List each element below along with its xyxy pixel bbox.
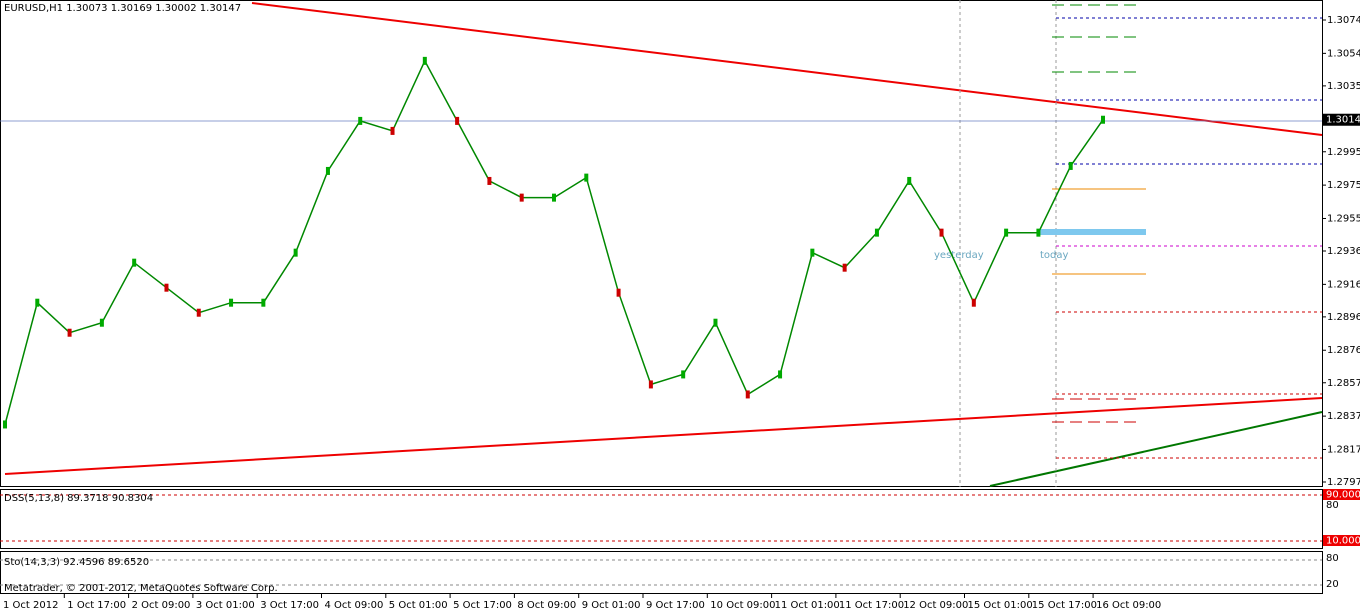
value-box xyxy=(1323,489,1360,500)
price-label: 1.28965 xyxy=(1327,312,1360,323)
zone xyxy=(1040,229,1146,235)
time-label: 1 Oct 2012 xyxy=(3,600,58,611)
time-label: 8 Oct 09:00 xyxy=(517,600,576,611)
dss-pane xyxy=(0,489,1323,549)
candle xyxy=(3,420,7,429)
symbol-info: EURUSD,H1 1.30073 1.30169 1.30002 1.3014… xyxy=(4,3,241,14)
candle xyxy=(874,228,879,237)
candle xyxy=(616,288,621,297)
candle xyxy=(842,263,847,272)
candle xyxy=(67,328,72,337)
price-label: 1.28765 xyxy=(1327,345,1360,356)
time-label: 9 Oct 01:00 xyxy=(582,600,641,611)
time-label: 5 Oct 17:00 xyxy=(453,600,512,611)
trend-line xyxy=(251,2,1323,136)
annotation: today xyxy=(1040,250,1069,261)
main-pane xyxy=(0,0,1323,487)
candle xyxy=(35,298,40,307)
candle xyxy=(422,56,427,65)
current-price: 1.30147 xyxy=(1326,115,1360,126)
candle xyxy=(713,318,718,327)
value-box xyxy=(1323,535,1360,546)
time-label: 9 Oct 17:00 xyxy=(646,600,705,611)
price-label: 1.30350 xyxy=(1327,81,1360,92)
candle xyxy=(907,176,912,185)
time-label: 11 Oct 17:00 xyxy=(839,600,904,611)
candle xyxy=(939,228,944,237)
candle xyxy=(971,298,976,307)
price-label: 1.29955 xyxy=(1327,147,1360,158)
axis-label: 20 xyxy=(1326,579,1339,590)
price-label: 1.29755 xyxy=(1327,180,1360,191)
sto-pane xyxy=(0,551,1323,594)
time-label: 16 Oct 09:00 xyxy=(1096,600,1161,611)
candle xyxy=(552,193,556,202)
time-label: 12 Oct 09:00 xyxy=(903,600,968,611)
time-label: 5 Oct 01:00 xyxy=(389,600,448,611)
candle xyxy=(132,258,137,267)
candle xyxy=(164,283,169,292)
candle xyxy=(358,116,363,125)
candle xyxy=(293,248,298,257)
time-label: 15 Oct 01:00 xyxy=(968,600,1033,611)
candle xyxy=(261,298,266,307)
candle xyxy=(1036,228,1041,237)
price-label: 1.30545 xyxy=(1327,48,1360,59)
price-line xyxy=(4,59,1104,425)
price-box xyxy=(1323,113,1360,126)
candle xyxy=(810,248,815,257)
candle xyxy=(1004,228,1009,237)
candle xyxy=(519,193,524,202)
trend-line xyxy=(989,411,1323,487)
price-label: 1.28370 xyxy=(1327,411,1360,422)
candle xyxy=(196,308,201,317)
time-label: 11 Oct 01:00 xyxy=(775,600,840,611)
time-label: 10 Oct 09:00 xyxy=(710,600,775,611)
annotation: yesterday xyxy=(934,250,984,261)
time-label: 1 Oct 17:00 xyxy=(67,600,126,611)
time-label: 4 Oct 09:00 xyxy=(325,600,384,611)
axis-label: 80 xyxy=(1326,500,1339,511)
candle xyxy=(1101,115,1105,124)
time-label: 2 Oct 09:00 xyxy=(132,600,191,611)
candle xyxy=(745,390,750,399)
candle xyxy=(390,126,395,135)
indicator-label: Sto(14,3,3) 92.4596 89.6520 xyxy=(4,557,149,568)
price-label: 1.27975 xyxy=(1327,477,1360,488)
candle xyxy=(584,173,589,182)
time-label: 3 Oct 17:00 xyxy=(260,600,319,611)
candle xyxy=(325,166,330,175)
price-label: 1.29555 xyxy=(1327,213,1360,224)
time-label: 15 Oct 17:00 xyxy=(1032,600,1097,611)
price-label: 1.29160 xyxy=(1327,279,1360,290)
price-label: 1.28170 xyxy=(1327,444,1360,455)
candle xyxy=(681,370,686,379)
candle xyxy=(1068,161,1073,170)
candle xyxy=(229,298,234,307)
axis-label: 10.0000 xyxy=(1326,536,1360,547)
candle xyxy=(648,380,653,389)
axis-label: 80 xyxy=(1326,553,1339,564)
copyright: Metatrader, © 2001-2012, MetaQuotes Soft… xyxy=(4,583,278,594)
candle xyxy=(487,176,492,185)
axis-label: 90.0000 xyxy=(1326,490,1360,501)
candle xyxy=(455,116,460,125)
price-label: 1.30745 xyxy=(1327,15,1360,26)
time-label: 3 Oct 01:00 xyxy=(196,600,255,611)
price-label: 1.29360 xyxy=(1327,246,1360,257)
candle xyxy=(778,370,783,379)
trend-line xyxy=(4,397,1323,475)
price-label: 1.28570 xyxy=(1327,378,1360,389)
indicator-label: DSS(5,13,8) 89.3718 90.8304 xyxy=(4,493,153,504)
candle xyxy=(99,318,104,327)
